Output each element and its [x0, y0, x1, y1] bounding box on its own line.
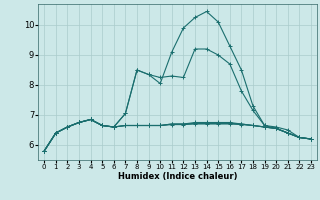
X-axis label: Humidex (Indice chaleur): Humidex (Indice chaleur) — [118, 172, 237, 181]
